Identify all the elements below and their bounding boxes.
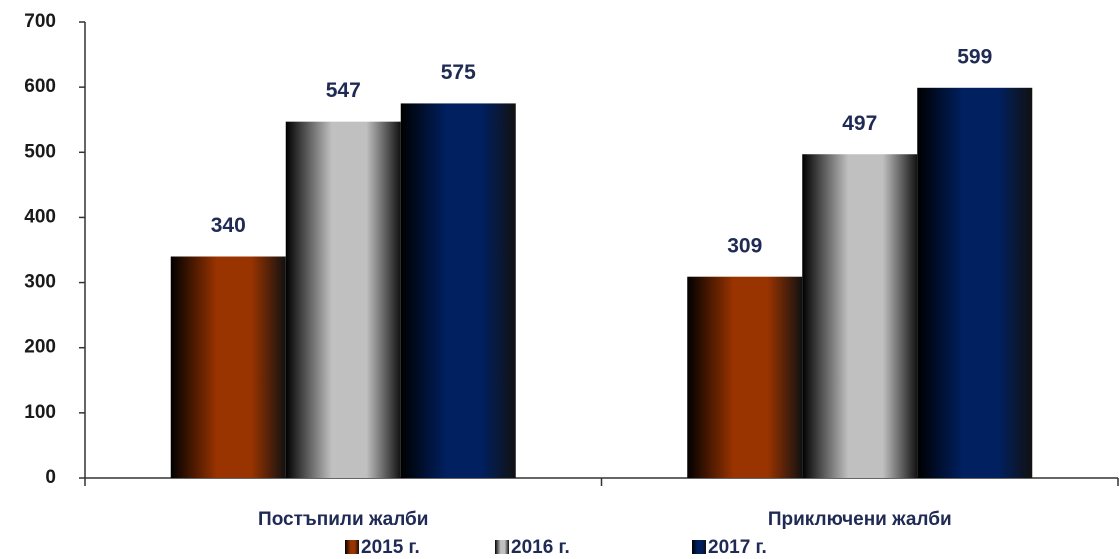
data-label: 599: [957, 45, 992, 68]
legend-swatch: [495, 540, 509, 554]
bar: [170, 256, 286, 478]
legend-label: 2015 г.: [361, 537, 420, 558]
y-tick-label: 500: [24, 141, 56, 162]
legend-label: 2017 г.: [708, 537, 767, 558]
y-tick-label: 0: [45, 467, 56, 488]
x-tick-label: Приключени жалби: [768, 509, 952, 530]
data-label: 497: [842, 112, 877, 135]
x-tick-label: Постъпили жалби: [258, 509, 428, 530]
y-tick-label: 600: [24, 76, 56, 97]
y-tick-label: 200: [24, 337, 56, 358]
legend-label: 2016 г.: [511, 537, 570, 558]
y-tick-label: 300: [24, 272, 56, 293]
data-label: 309: [727, 234, 762, 257]
bar: [917, 87, 1033, 479]
legend-swatch: [345, 540, 359, 554]
bar: [400, 103, 516, 478]
data-label: 575: [441, 61, 476, 84]
y-tick-label: 100: [24, 402, 56, 423]
bar: [687, 276, 803, 478]
data-label: 547: [326, 79, 361, 102]
y-tick-label: 700: [24, 11, 56, 32]
legend-swatch: [692, 540, 706, 554]
bar: [802, 154, 918, 479]
bar: [285, 121, 401, 478]
data-label: 340: [211, 214, 246, 237]
y-tick-label: 400: [24, 206, 56, 227]
